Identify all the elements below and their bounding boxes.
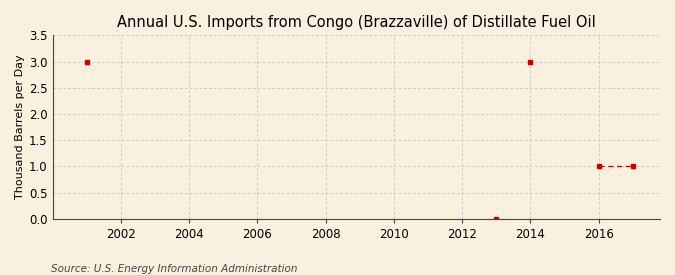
Title: Annual U.S. Imports from Congo (Brazzaville) of Distillate Fuel Oil: Annual U.S. Imports from Congo (Brazzavi…: [117, 15, 596, 30]
Text: Source: U.S. Energy Information Administration: Source: U.S. Energy Information Administ…: [51, 264, 297, 274]
Y-axis label: Thousand Barrels per Day: Thousand Barrels per Day: [15, 55, 25, 199]
